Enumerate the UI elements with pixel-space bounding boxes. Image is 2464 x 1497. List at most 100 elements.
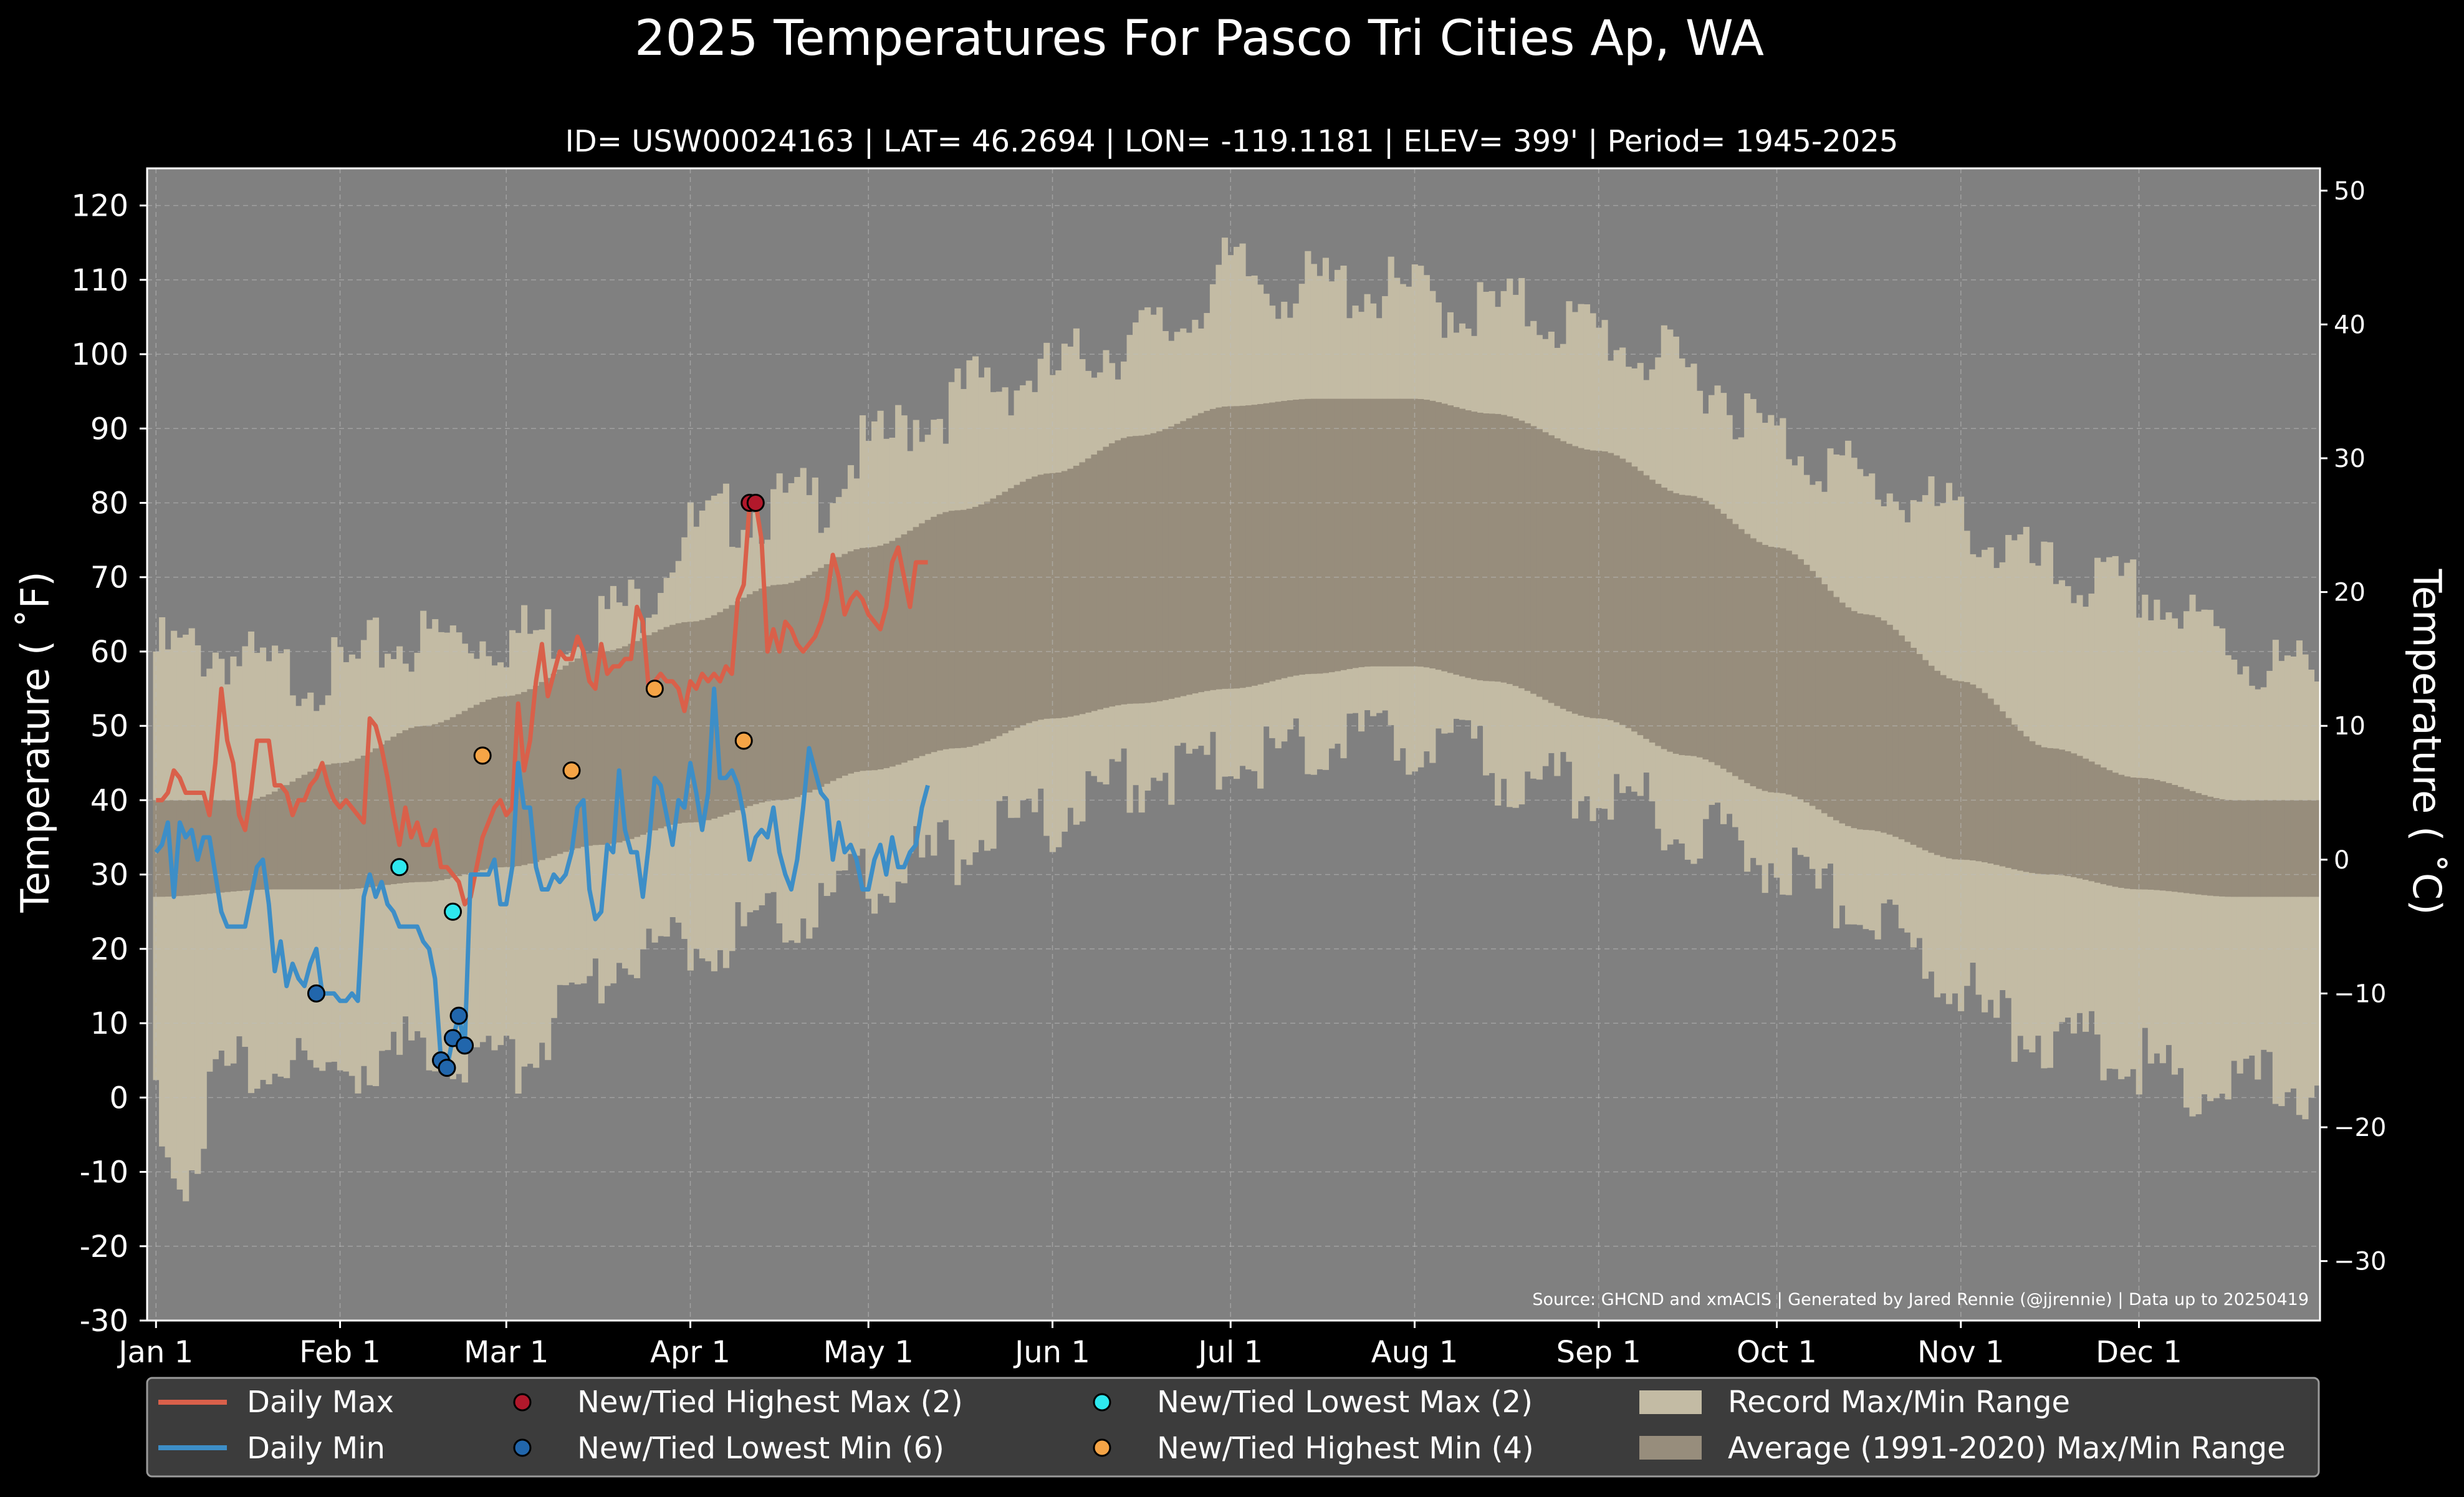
normal-range-bar — [2189, 791, 2196, 894]
normal-range-bar — [307, 771, 314, 890]
normal-range-bar — [1596, 451, 1603, 719]
normal-range-bar — [1500, 415, 1507, 683]
normal-range-bar — [1037, 474, 1044, 720]
normal-range-bar — [841, 554, 848, 776]
y-tick-label: -30 — [80, 1304, 128, 1339]
normal-range-bar — [580, 655, 587, 847]
y-right-tick-label: 40 — [2334, 310, 2366, 339]
normal-range-bar — [1999, 711, 2006, 867]
normal-range-bar — [1305, 398, 1311, 675]
normal-range-bar — [2308, 800, 2315, 897]
normal-range-bar — [236, 800, 242, 892]
normal-range-bar — [1091, 455, 1098, 711]
normal-range-bar — [681, 622, 688, 823]
normal-range-bar — [1197, 413, 1204, 693]
normal-range-bar — [1928, 665, 1935, 853]
normal-range-bar — [319, 766, 326, 890]
normal-range-bar — [2118, 774, 2125, 888]
normal-range-bar — [1014, 484, 1020, 728]
normal-range-bar — [1251, 405, 1258, 686]
legend: Daily Max Daily Min New/Tied Highest Max… — [146, 1377, 2320, 1478]
normal-range-bar — [1975, 688, 1982, 862]
normal-range-bar — [770, 585, 777, 801]
normal-range-bar — [1667, 491, 1674, 752]
normal-range-bar — [764, 586, 771, 802]
normal-range-bar — [533, 685, 540, 862]
normal-range-bar — [966, 508, 973, 747]
normal-range-bar — [467, 708, 474, 874]
normal-range-bar — [621, 646, 629, 841]
normal-range-bar — [1862, 614, 1869, 830]
normal-range-bar — [1845, 607, 1852, 826]
normal-range-bar — [1162, 429, 1169, 700]
plot-frame — [146, 167, 2321, 1322]
normal-range-bar — [2017, 731, 2024, 871]
normal-range-bar — [717, 612, 724, 817]
y-right-tick-label: 30 — [2334, 445, 2366, 473]
normal-range-bar — [1382, 398, 1389, 667]
normal-range-bar — [444, 720, 451, 879]
legend-swatch-normal-range — [1639, 1436, 1702, 1460]
normal-range-bar — [562, 665, 569, 852]
y-tick-label: 90 — [90, 412, 128, 446]
normal-range-bar — [497, 696, 504, 868]
normal-range-bar — [218, 800, 225, 893]
normal-range-bar — [1055, 472, 1062, 718]
normal-range-bar — [1358, 398, 1365, 668]
normal-range-bar — [1126, 436, 1133, 704]
normal-range-bar — [2290, 800, 2297, 897]
normal-range-bar — [2142, 778, 2149, 890]
normal-range-bar — [948, 511, 955, 749]
highest-max-point — [746, 494, 765, 513]
normal-range-bar — [1441, 403, 1448, 671]
normal-range-bar — [574, 658, 581, 849]
normal-range-bar — [2225, 800, 2232, 897]
normal-range-bar — [159, 800, 166, 897]
normal-range-bar — [188, 800, 195, 895]
normal-range-bar — [1536, 429, 1543, 697]
normal-range-bar — [1524, 423, 1531, 691]
normal-range-bar — [2070, 753, 2078, 877]
normal-range-bar — [343, 762, 350, 890]
normal-range-bar — [2201, 795, 2208, 895]
normal-range-bar — [2147, 779, 2154, 890]
y-right-tick-label: −20 — [2334, 1114, 2386, 1142]
normal-range-bar — [913, 527, 919, 759]
legend-marker-lowest-max — [1093, 1393, 1111, 1412]
normal-range-bar — [2266, 800, 2273, 897]
record-range-bar — [183, 634, 189, 1201]
normal-range-bar — [1263, 403, 1270, 683]
normal-range-bar — [1483, 413, 1490, 681]
normal-range-bar — [284, 785, 290, 890]
normal-range-bar — [640, 638, 646, 835]
normal-range-bar — [2231, 800, 2238, 897]
normal-range-bar — [1952, 680, 1958, 860]
record-points-layer — [307, 494, 765, 1077]
daily-max-line — [156, 501, 928, 907]
normal-range-bar — [2195, 793, 2202, 895]
normal-range-bar — [776, 584, 783, 801]
y-tick-label: 110 — [71, 263, 128, 298]
normal-range-bar — [1910, 648, 1917, 845]
normal-range-bar — [2005, 718, 2012, 868]
normal-range-bar — [1833, 597, 1840, 821]
normal-range-bar — [1554, 438, 1561, 706]
normal-range-bar — [1507, 416, 1513, 685]
normal-range-bar — [2046, 748, 2053, 875]
normal-range-bar — [171, 800, 178, 897]
normal-range-bar — [1672, 493, 1679, 754]
normal-range-bar — [2011, 724, 2018, 870]
normal-range-bar — [658, 629, 664, 829]
normal-range-bar — [272, 791, 279, 890]
y-right-tick-label: 0 — [2334, 846, 2349, 875]
normal-range-bar — [259, 796, 267, 890]
normal-range-bar — [1495, 413, 1502, 682]
legend-highest-max: New/Tied Highest Max (2) — [577, 1385, 963, 1420]
normal-range-bar — [830, 561, 837, 781]
y-tick-label: 100 — [71, 337, 128, 372]
normal-range-bar — [2260, 800, 2267, 897]
normal-range-bar — [1815, 577, 1822, 810]
normal-range-bar — [1643, 475, 1650, 739]
normal-range-bar — [2112, 773, 2119, 887]
normal-range-bar — [1103, 446, 1110, 708]
